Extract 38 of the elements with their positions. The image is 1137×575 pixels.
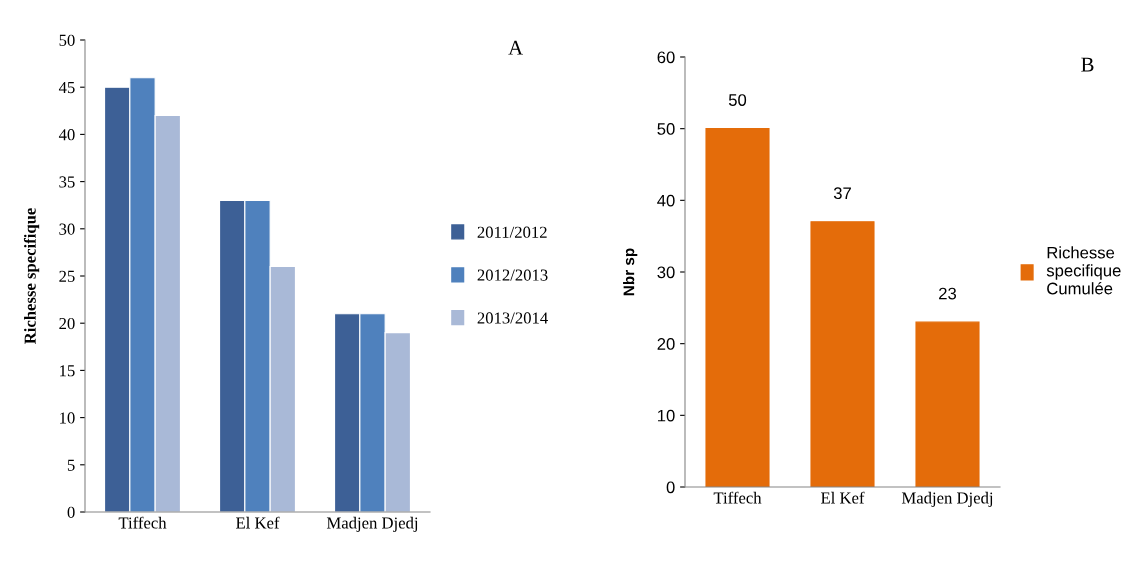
data-label: 23	[939, 287, 957, 300]
y-tick-label: 40	[657, 194, 675, 207]
data-label: 37	[833, 187, 851, 200]
y-tick-label: 50	[657, 123, 675, 135]
y-tick-label: 0	[666, 481, 675, 494]
data-label: 50	[728, 94, 747, 106]
legend-label: 2012/2013	[477, 269, 548, 281]
y-tick-label: 30	[59, 223, 75, 235]
y-tick-label: 15	[60, 365, 75, 377]
y-tick-label: 45	[58, 82, 75, 94]
y-tick-label: 20	[657, 338, 675, 350]
legend-label: 2011/2012	[477, 226, 547, 238]
y-axis-title: Nbr sp	[623, 248, 638, 296]
y-axis-title: Richesse specifique	[23, 208, 40, 344]
y-tick-label: 20	[59, 317, 75, 330]
x-tick-label: Madjen Djedj	[901, 491, 993, 507]
bar	[915, 321, 980, 487]
y-tick-label: 40	[58, 129, 75, 141]
y-tick-label: 35	[59, 176, 75, 188]
legend-label: 2013/2014	[477, 312, 548, 324]
text: A	[508, 40, 523, 55]
y-tick-label: 30	[657, 266, 675, 279]
y-tick-label: 60	[657, 51, 675, 64]
x-tick-label: Tiffech	[713, 491, 762, 504]
y-tick-label: 10	[658, 409, 675, 422]
y-tick-label: 5	[67, 459, 75, 471]
y-tick-label: 10	[60, 412, 75, 424]
bar	[705, 128, 770, 487]
bar	[810, 221, 875, 487]
x-tick-label: El Kef	[821, 491, 865, 504]
x-tick-label: El Kef	[236, 516, 280, 529]
y-tick-label: 25	[59, 270, 75, 282]
y-tick-label: 50	[59, 34, 75, 46]
y-tick-label: 0	[67, 506, 75, 518]
text: B	[1081, 57, 1094, 72]
x-tick-label: Tiffech	[118, 516, 167, 529]
legend-label: Richesse specifique Cumulée	[1046, 246, 1121, 295]
x-tick-label: Madjen Djedj	[326, 516, 418, 532]
